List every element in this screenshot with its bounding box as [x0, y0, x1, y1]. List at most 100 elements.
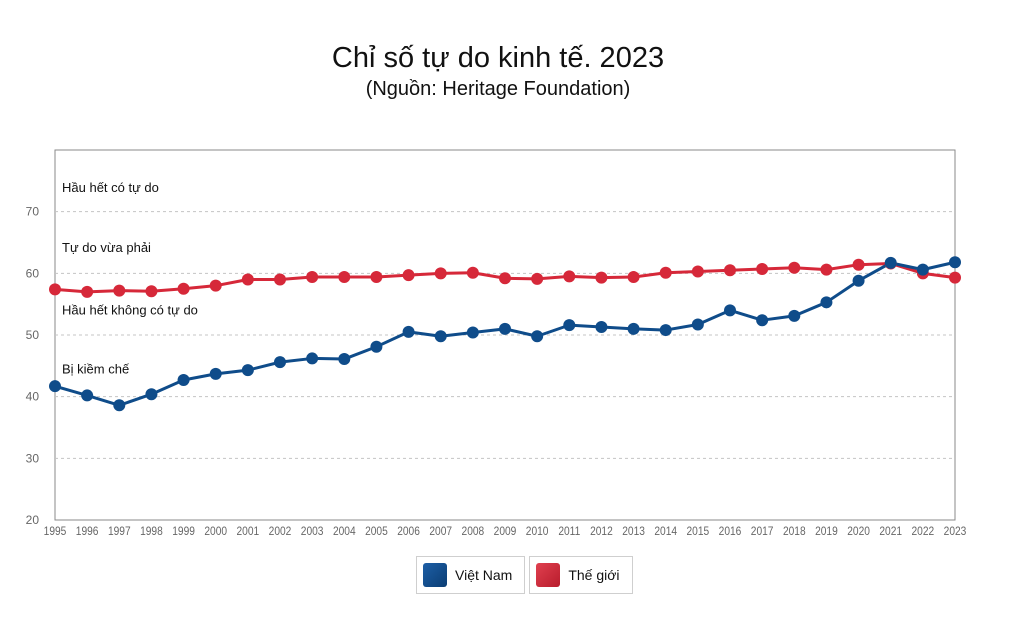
x-tick-label-2010: 2010	[526, 525, 549, 538]
x-tick-label-2018: 2018	[783, 525, 806, 538]
data-point-vietnam-2005	[370, 340, 383, 353]
x-tick-label-1997: 1997	[108, 525, 131, 538]
x-tick-label-2001: 2001	[237, 525, 260, 538]
y-tick-label-60: 60	[26, 266, 40, 280]
data-point-world-1999	[177, 282, 190, 295]
data-point-vietnam-2008	[466, 326, 479, 339]
data-point-vietnam-2016	[724, 304, 736, 317]
data-point-vietnam-2000	[209, 367, 222, 380]
data-point-world-2006	[402, 269, 415, 282]
data-point-vietnam-2012	[595, 320, 608, 333]
x-tick-label-2022: 2022	[912, 525, 935, 538]
legend-swatch-vietnam	[423, 563, 447, 587]
x-tick-label-2002: 2002	[269, 525, 292, 538]
x-tick-label-2012: 2012	[590, 525, 613, 538]
x-tick-label-2021: 2021	[879, 525, 902, 538]
legend-item-vietnam[interactable]: Việt Nam	[416, 556, 526, 594]
data-point-vietnam-2022	[916, 263, 929, 276]
data-point-world-2007	[434, 267, 447, 280]
data-point-vietnam-1999	[177, 374, 190, 387]
x-tick-label-2003: 2003	[301, 525, 324, 538]
data-point-vietnam-2014	[659, 324, 672, 337]
data-point-world-2014	[659, 266, 672, 279]
x-tick-label-2016: 2016	[719, 525, 742, 538]
data-point-vietnam-2011	[563, 319, 576, 332]
data-point-world-2019	[820, 263, 833, 276]
data-point-vietnam-2013	[627, 322, 640, 335]
data-point-vietnam-1995	[49, 380, 61, 393]
y-tick-label-40: 40	[26, 390, 40, 404]
zone-label-1: Tự do vừa phải	[62, 240, 151, 255]
data-point-world-2005	[370, 271, 383, 284]
x-tick-label-2017: 2017	[751, 525, 774, 538]
legend-label-vietnam: Việt Nam	[455, 567, 513, 583]
x-tick-label-1995: 1995	[44, 525, 67, 538]
data-point-vietnam-2001	[241, 364, 254, 377]
legend-label-world: Thế giới	[568, 567, 620, 583]
data-point-vietnam-1998	[145, 388, 158, 401]
x-tick-label-2005: 2005	[365, 525, 388, 538]
x-tick-label-2019: 2019	[815, 525, 838, 538]
data-point-vietnam-1997	[113, 399, 126, 412]
data-point-world-2004	[338, 271, 351, 284]
data-point-world-2009	[499, 272, 511, 285]
data-point-world-2001	[241, 273, 254, 286]
data-point-world-1995	[49, 283, 61, 296]
x-tick-label-2023: 2023	[944, 525, 967, 538]
data-point-vietnam-2021	[884, 256, 897, 269]
legend-item-world[interactable]: Thế giới	[529, 556, 633, 594]
x-tick-label-2007: 2007	[429, 525, 452, 538]
zone-label-2: Hầu hết không có tự do	[62, 303, 198, 318]
data-point-world-2013	[627, 271, 640, 284]
data-point-world-2011	[563, 270, 576, 283]
zone-label-3: Bị kiềm chế	[62, 361, 130, 376]
data-point-vietnam-2023	[949, 256, 961, 269]
data-point-world-2002	[274, 273, 286, 286]
data-point-vietnam-2003	[306, 352, 319, 365]
zone-label-0: Hầu hết có tự do	[62, 180, 159, 195]
x-tick-label-2013: 2013	[622, 525, 645, 538]
x-tick-label-2008: 2008	[462, 525, 485, 538]
x-tick-label-2020: 2020	[847, 525, 870, 538]
x-tick-label-2004: 2004	[333, 525, 356, 538]
x-tick-label-2014: 2014	[654, 525, 677, 538]
data-point-vietnam-2007	[434, 330, 447, 343]
data-point-world-2010	[531, 272, 544, 285]
y-tick-label-50: 50	[26, 328, 40, 342]
data-point-vietnam-2020	[852, 274, 865, 287]
data-point-world-1997	[113, 284, 126, 297]
x-tick-label-1999: 1999	[172, 525, 195, 538]
x-tick-label-2000: 2000	[204, 525, 227, 538]
x-tick-label-1996: 1996	[76, 525, 99, 538]
data-point-vietnam-2009	[499, 322, 511, 335]
y-tick-label-20: 20	[26, 513, 40, 527]
data-point-world-2018	[788, 261, 801, 274]
x-tick-label-2006: 2006	[397, 525, 420, 538]
data-point-vietnam-2015	[691, 318, 704, 331]
data-point-world-2000	[209, 279, 222, 292]
x-tick-label-2015: 2015	[687, 525, 710, 538]
data-point-world-2015	[691, 265, 704, 278]
data-point-vietnam-2017	[756, 314, 769, 327]
data-point-world-2020	[852, 258, 865, 271]
data-point-vietnam-2018	[788, 309, 801, 322]
legend: Việt Nam Thế giới	[416, 556, 637, 594]
data-point-world-2012	[595, 271, 608, 284]
data-point-vietnam-1996	[81, 389, 94, 402]
data-point-world-2017	[756, 263, 769, 276]
y-tick-label-30: 30	[26, 451, 40, 465]
data-point-vietnam-2004	[338, 353, 351, 366]
data-point-vietnam-2010	[531, 330, 544, 343]
y-tick-label-70: 70	[26, 205, 40, 219]
chart-title: Chỉ số tự do kinh tế. 2023	[331, 42, 665, 74]
legend-swatch-world	[536, 563, 561, 587]
data-point-world-2023	[949, 271, 961, 284]
data-point-vietnam-2002	[274, 356, 286, 369]
x-tick-label-1998: 1998	[140, 525, 163, 538]
data-point-world-2016	[724, 264, 736, 277]
data-point-vietnam-2006	[402, 325, 415, 338]
data-point-world-1998	[145, 285, 158, 298]
data-point-world-1996	[81, 285, 94, 298]
data-point-world-2008	[466, 266, 479, 279]
